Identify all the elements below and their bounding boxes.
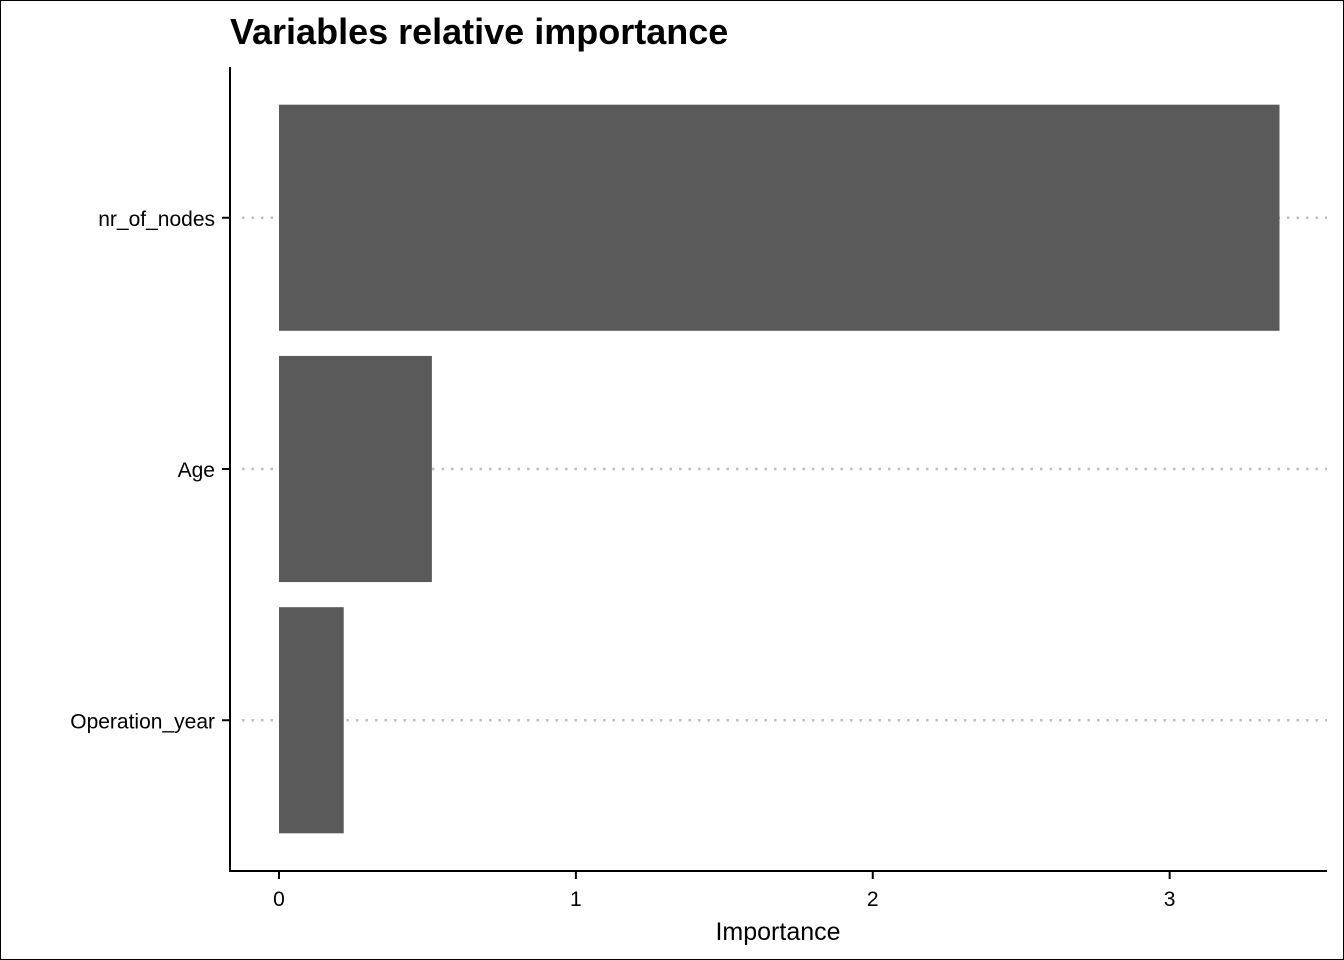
- bar-Operation_year: [278, 607, 344, 834]
- y-tick-label-Age: Age: [178, 459, 215, 482]
- x-axis-title: Importance: [715, 918, 840, 946]
- y-tick-label-Operation_year: Operation_year: [70, 710, 215, 733]
- bar-nr_of_nodes: [278, 104, 1280, 331]
- bar-Age: [278, 355, 432, 583]
- x-tick-label-3: 3: [1164, 888, 1176, 911]
- axes-layer: nr_of_nodes Age Operation_year 0 1 2 3: [70, 67, 1327, 911]
- bars-layer: [278, 104, 1280, 834]
- x-tick-label-0: 0: [273, 888, 285, 911]
- chart-title: Variables relative importance: [230, 11, 728, 52]
- x-tick-label-2: 2: [867, 888, 879, 911]
- y-tick-label-nr_of_nodes: nr_of_nodes: [98, 208, 215, 231]
- x-tick-label-1: 1: [570, 888, 582, 911]
